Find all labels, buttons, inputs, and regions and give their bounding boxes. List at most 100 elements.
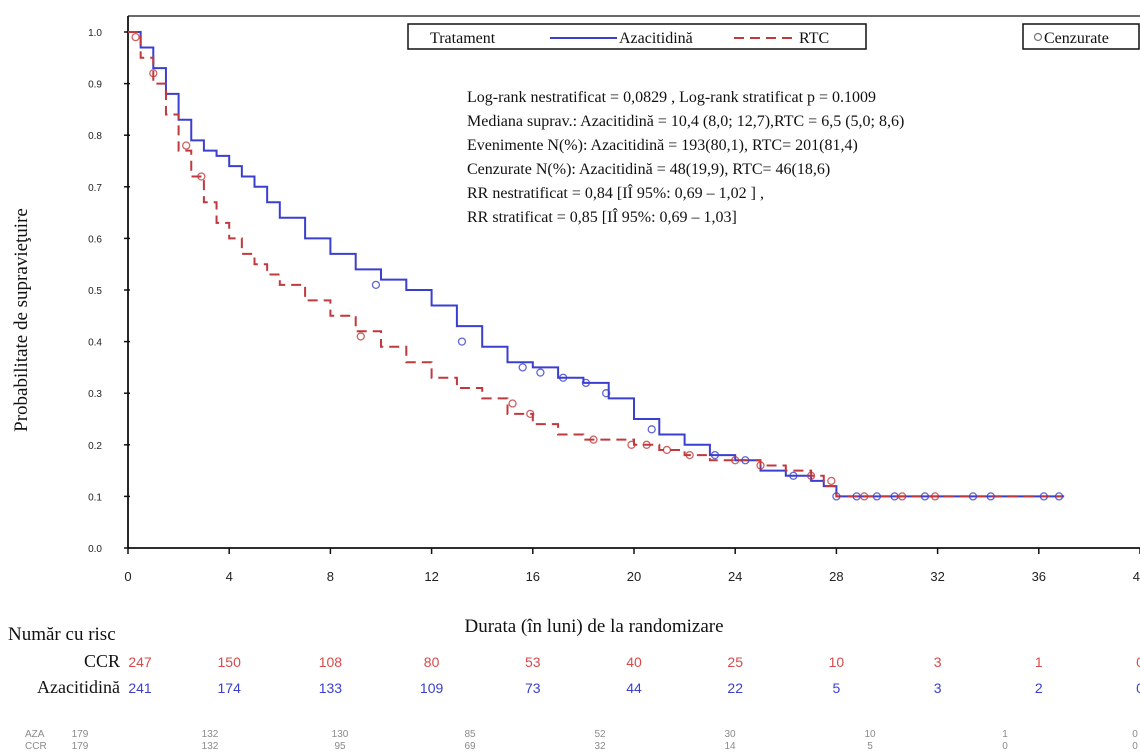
censor-legend-label: Cenzurate: [1044, 30, 1109, 47]
risk-value: 80: [424, 654, 440, 670]
censor-mark: [518, 363, 527, 372]
annotation-line: RR stratificat = 0,85 [IÎ 95%: 0,69 – 1,…: [467, 207, 737, 226]
censor-mark: [741, 456, 750, 465]
censor-mark: [756, 461, 765, 470]
y-axis-label: Probabilitate de supravieţuire: [11, 208, 32, 432]
censor-mark: [832, 492, 841, 501]
censor-mark: [930, 492, 940, 501]
censor-mark: [872, 492, 882, 501]
risk-table-title: Număr cu risc: [8, 624, 116, 645]
censor-mark: [806, 471, 816, 480]
risk-value: 0: [1136, 654, 1140, 670]
faded-value: 85: [464, 729, 476, 740]
x-tick-label: 4: [226, 569, 233, 584]
censor-mark: [602, 389, 611, 398]
annotation-line: Cenzurate N(%): Azacitidină = 48(19,9), …: [467, 161, 830, 178]
x-tick-label: 36: [1032, 569, 1046, 584]
censor-mark: [536, 368, 545, 377]
censor-mark: [1054, 492, 1064, 501]
y-tick-label: 0.4: [88, 338, 102, 349]
censor-mark: [1039, 492, 1049, 501]
faded-value: 179: [72, 729, 89, 740]
risk-table: Număr cu risc CCR Azacitidină 247 150 108 8…: [8, 624, 1140, 697]
y-tick-label: 1.0: [88, 28, 102, 39]
risk-value: 25: [727, 654, 743, 670]
faded-value: 95: [334, 741, 346, 752]
faded-value: 69: [464, 741, 476, 752]
faded-value: 30: [724, 729, 736, 740]
censor-legend-marker: [1033, 32, 1043, 42]
risk-row-label-azacitidina: Azacitidină: [37, 677, 120, 697]
chart-censor-marks: [131, 33, 1064, 501]
x-tick-label: 32: [930, 569, 944, 584]
censor-mark: [710, 450, 720, 460]
censor-mark: [662, 445, 672, 455]
faded-row-label: CCR: [25, 741, 47, 752]
risk-value: 3: [934, 680, 942, 696]
risk-value: 174: [218, 680, 242, 696]
censor-mark: [182, 141, 191, 150]
statistics-annotations: Log-rank nestratificat = 0,0829 , Log-ra…: [467, 89, 904, 226]
faded-value: 14: [724, 741, 736, 752]
censor-mark: [647, 425, 656, 434]
faded-value: 10: [864, 729, 876, 740]
risk-value: 133: [319, 680, 343, 696]
risk-value: 40: [626, 654, 642, 670]
x-axis-label: Durata (în luni) de la randomizare: [464, 616, 723, 637]
censor-mark: [508, 399, 517, 408]
legend: Tratament Azacitidină RTC: [407, 23, 867, 50]
risk-value: 1: [1035, 654, 1043, 670]
censor-mark: [356, 332, 365, 341]
y-tick-label: 0.3: [88, 389, 102, 400]
risk-value: 247: [128, 654, 152, 670]
risk-value: 22: [727, 680, 743, 696]
series-rtc-line: [128, 31, 1065, 498]
censor-mark: [581, 378, 591, 388]
censor-mark: [589, 435, 598, 444]
x-tick-label: 16: [526, 569, 540, 584]
faded-value: 32: [594, 741, 606, 752]
legend-label-azacitidina: Azacitidină: [619, 30, 693, 47]
risk-value: 53: [525, 654, 541, 670]
risk-value: 3: [934, 654, 942, 670]
censor-mark: [731, 456, 740, 465]
x-tick-label: 0: [124, 569, 131, 584]
censor-mark: [827, 476, 836, 486]
faded-value: 52: [594, 729, 606, 740]
annotation-line: Log-rank nestratificat = 0,0829 , Log-ra…: [467, 89, 876, 106]
censor-mark: [197, 172, 206, 181]
censor-mark: [559, 373, 568, 382]
censor-mark: [457, 337, 467, 346]
y-tick-label: 0.5: [88, 286, 102, 297]
censor-mark: [968, 492, 978, 501]
y-tick-label: 0.8: [88, 131, 102, 142]
y-tick-label: 0.2: [88, 441, 102, 452]
series-azacitidina-line: [128, 31, 1065, 498]
annotation-line: RR nestratificat = 0,84 [IÎ 95%: 0,69 – …: [467, 183, 764, 202]
faded-value: 179: [72, 741, 89, 752]
risk-value: 10: [829, 654, 845, 670]
censor-mark: [526, 409, 535, 418]
censor-mark: [898, 492, 907, 501]
y-tick-label: 0.9: [88, 80, 102, 91]
risk-value: 5: [833, 680, 841, 696]
faded-value: 0: [1132, 729, 1138, 740]
y-tick-label: 0.0: [88, 544, 102, 555]
y-tick-label: 0.6: [88, 234, 102, 245]
faded-value: 130: [332, 729, 349, 740]
x-tick-label: 24: [728, 569, 742, 584]
censor-mark: [920, 492, 930, 501]
legend-title: Tratament: [430, 30, 496, 47]
chart-series: [128, 31, 1065, 498]
risk-row-label-ccr: CCR: [84, 651, 120, 671]
x-tick-label: 28: [829, 569, 843, 584]
censor-legend: Cenzurate: [1022, 23, 1140, 50]
censor-mark: [789, 471, 798, 480]
annotation-line: Mediana suprav.: Azacitidină = 10,4 (8,0…: [467, 113, 904, 130]
censor-mark: [149, 69, 158, 78]
risk-value: 0: [1136, 680, 1140, 696]
faded-value: 5: [867, 741, 873, 752]
censor-mark: [627, 440, 636, 449]
